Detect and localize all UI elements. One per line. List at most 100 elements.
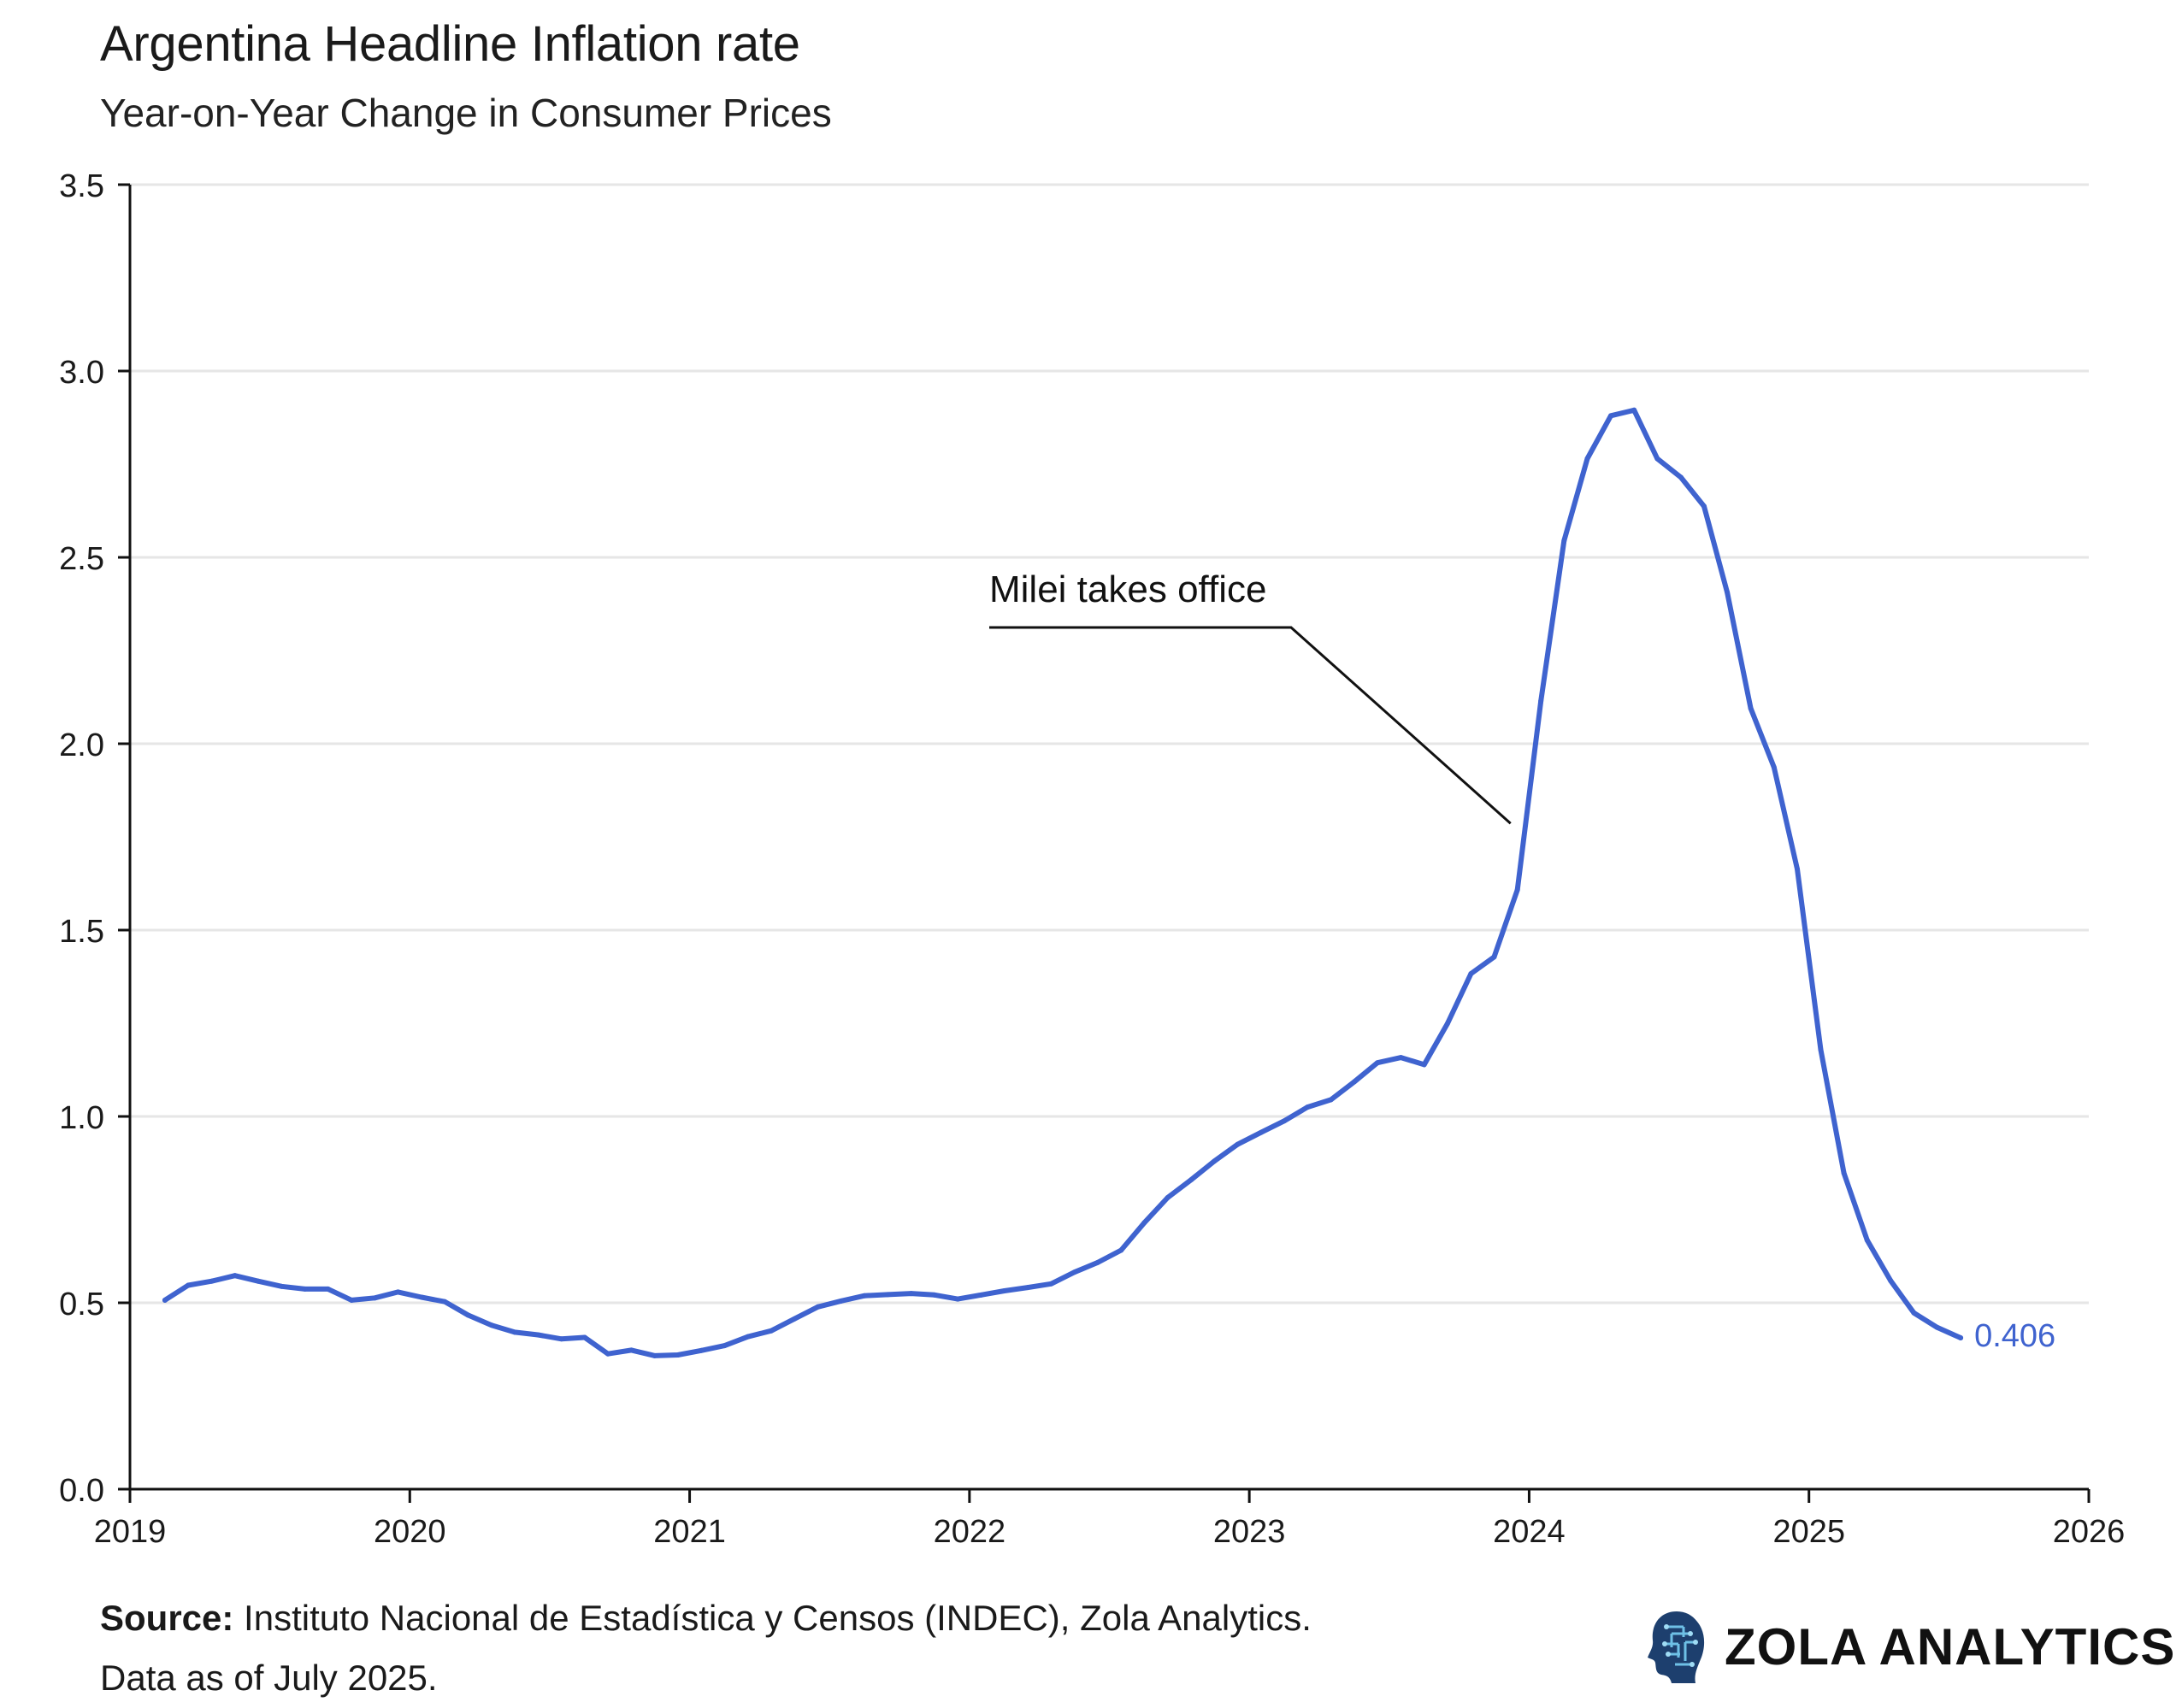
data-point (1468, 971, 1474, 977)
data-point (1654, 456, 1660, 462)
y-tick-label: 0.0 (59, 1473, 104, 1509)
y-tick-label: 1.5 (59, 914, 104, 950)
data-point (1678, 474, 1684, 480)
axes (118, 183, 2091, 1503)
data-point (488, 1322, 494, 1328)
data-point (1024, 1285, 1030, 1291)
data-point (1001, 1288, 1007, 1294)
chart-subtitle: Year-on-Year Change in Consumer Prices (100, 91, 832, 135)
data-point (792, 1316, 798, 1322)
data-point (535, 1332, 541, 1338)
data-point (1141, 1220, 1147, 1226)
head-circuit-icon (1648, 1611, 1705, 1683)
y-tick-label: 2.0 (59, 727, 104, 763)
brand-name: ZOLA ANALYTICS (1725, 1617, 2176, 1676)
x-tick-label: 2024 (1493, 1514, 1566, 1550)
data-point (349, 1297, 355, 1303)
data-point (1794, 866, 1800, 872)
source-text: Instituto Nacional de Estadística y Cens… (244, 1598, 1312, 1638)
data-point (1398, 1055, 1404, 1061)
data-point (558, 1336, 564, 1342)
data-point (162, 1297, 168, 1303)
data-point (1188, 1177, 1194, 1183)
source-line: Source: Instituto Nacional de Estadístic… (100, 1588, 1312, 1648)
data-point (1328, 1097, 1334, 1103)
y-tick-label: 2.5 (59, 541, 104, 577)
data-point (1771, 764, 1777, 770)
data-point (699, 1347, 705, 1353)
data-point (1094, 1259, 1100, 1265)
y-tick-label: 3.5 (59, 168, 104, 204)
data-point (512, 1329, 518, 1335)
data-point (862, 1293, 868, 1299)
data-point (1911, 1310, 1917, 1316)
tick-labels: 0.0 0.5 1.0 1.5 2.0 2.5 3.0 3.5 2019 2020 2021 2022… (59, 168, 2125, 1550)
series (162, 407, 1964, 1358)
annotation-leader-line (989, 626, 1512, 825)
data-point (769, 1328, 775, 1334)
data-point (1071, 1269, 1077, 1275)
data-point (279, 1283, 285, 1289)
data-point (1538, 698, 1544, 704)
data-point (1958, 1334, 1964, 1340)
data-point (815, 1304, 821, 1310)
annotations: 0.406 Milei takes office (989, 568, 2055, 1354)
data-point (1701, 504, 1707, 509)
data-point (186, 1282, 192, 1288)
x-tick-label: 2026 (2053, 1514, 2126, 1550)
data-point (209, 1278, 215, 1284)
data-point (1351, 1079, 1357, 1085)
data-point (1725, 589, 1731, 595)
data-point (232, 1273, 238, 1279)
x-tick-label: 2019 (94, 1514, 167, 1550)
data-point (325, 1286, 331, 1292)
data-point (1864, 1237, 1870, 1243)
grid-lines (130, 183, 2089, 1305)
data-point (978, 1292, 984, 1298)
data-point (955, 1296, 961, 1302)
data-point (1631, 407, 1637, 413)
data-point (652, 1352, 658, 1358)
x-tick-label: 2021 (653, 1514, 726, 1550)
end-value-label: 0.406 (1974, 1318, 2055, 1354)
data-point (255, 1278, 261, 1284)
data-point (302, 1286, 308, 1292)
data-point (745, 1334, 751, 1340)
data-point (1421, 1062, 1427, 1068)
data-point (372, 1295, 378, 1301)
data-point (1048, 1281, 1054, 1287)
data-point (1305, 1104, 1311, 1110)
data-point (1818, 1046, 1824, 1052)
data-point (1934, 1324, 1940, 1330)
data-point (1491, 954, 1497, 960)
data-point (1584, 456, 1590, 462)
chart-title: Argentina Headline Inflation rate (100, 16, 800, 72)
data-point (442, 1299, 448, 1305)
x-tick-label: 2025 (1772, 1514, 1845, 1550)
y-tick-label: 3.0 (59, 355, 104, 391)
data-point (419, 1294, 425, 1300)
data-point (885, 1292, 891, 1298)
data-point (628, 1347, 634, 1353)
data-point (1444, 1021, 1450, 1027)
data-note: Data as of July 2025. (100, 1658, 438, 1698)
data-point (1235, 1141, 1241, 1147)
annotation-label: Milei takes office (989, 568, 1266, 610)
brand-logo: ZOLA ANALYTICS (1646, 1595, 2175, 1698)
data-point (722, 1343, 728, 1349)
x-tick-label: 2020 (374, 1514, 446, 1550)
data-point (465, 1312, 471, 1318)
data-point (1748, 705, 1754, 711)
data-point (1514, 886, 1520, 892)
chart-footer: Source: Instituto Nacional de Estadístic… (100, 1588, 1312, 1708)
data-point (931, 1292, 937, 1298)
x-tick-label: 2023 (1213, 1514, 1286, 1550)
source-label: Source: (100, 1598, 234, 1638)
data-point (395, 1289, 401, 1295)
data-point (1841, 1170, 1847, 1176)
y-tick-label: 0.5 (59, 1287, 104, 1322)
data-point (1258, 1129, 1264, 1135)
x-tick-label: 2022 (934, 1514, 1006, 1550)
data-point (1375, 1060, 1381, 1066)
